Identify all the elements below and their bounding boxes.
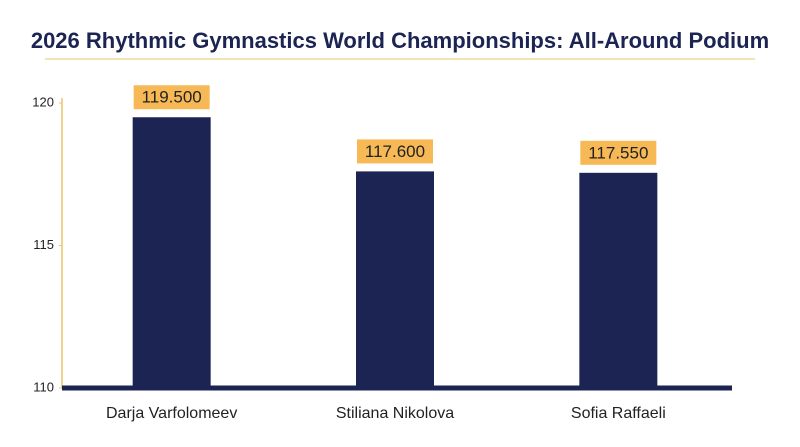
y-tick-label: 110 bbox=[33, 379, 54, 394]
value-label-bg bbox=[357, 139, 433, 164]
value-label-bg bbox=[133, 85, 210, 110]
bar bbox=[579, 172, 658, 388]
x-tick-label: Darja Varfolomeev bbox=[106, 405, 237, 422]
value-label: 117.600 bbox=[365, 142, 425, 161]
bar bbox=[356, 171, 434, 388]
y-tick-label: 115 bbox=[33, 237, 54, 252]
value-label: 117.550 bbox=[588, 143, 648, 162]
x-tick-label: Stiliana Nikolova bbox=[336, 405, 454, 422]
value-label-bg bbox=[580, 140, 657, 165]
x-tick-label: Sofia Raffaeli bbox=[571, 405, 666, 422]
bar bbox=[132, 117, 211, 388]
value-label: 119.500 bbox=[142, 88, 202, 107]
chart-title: 2026 Rhythmic Gymnastics World Champions… bbox=[31, 28, 769, 53]
y-tick-label: 120 bbox=[32, 94, 54, 109]
